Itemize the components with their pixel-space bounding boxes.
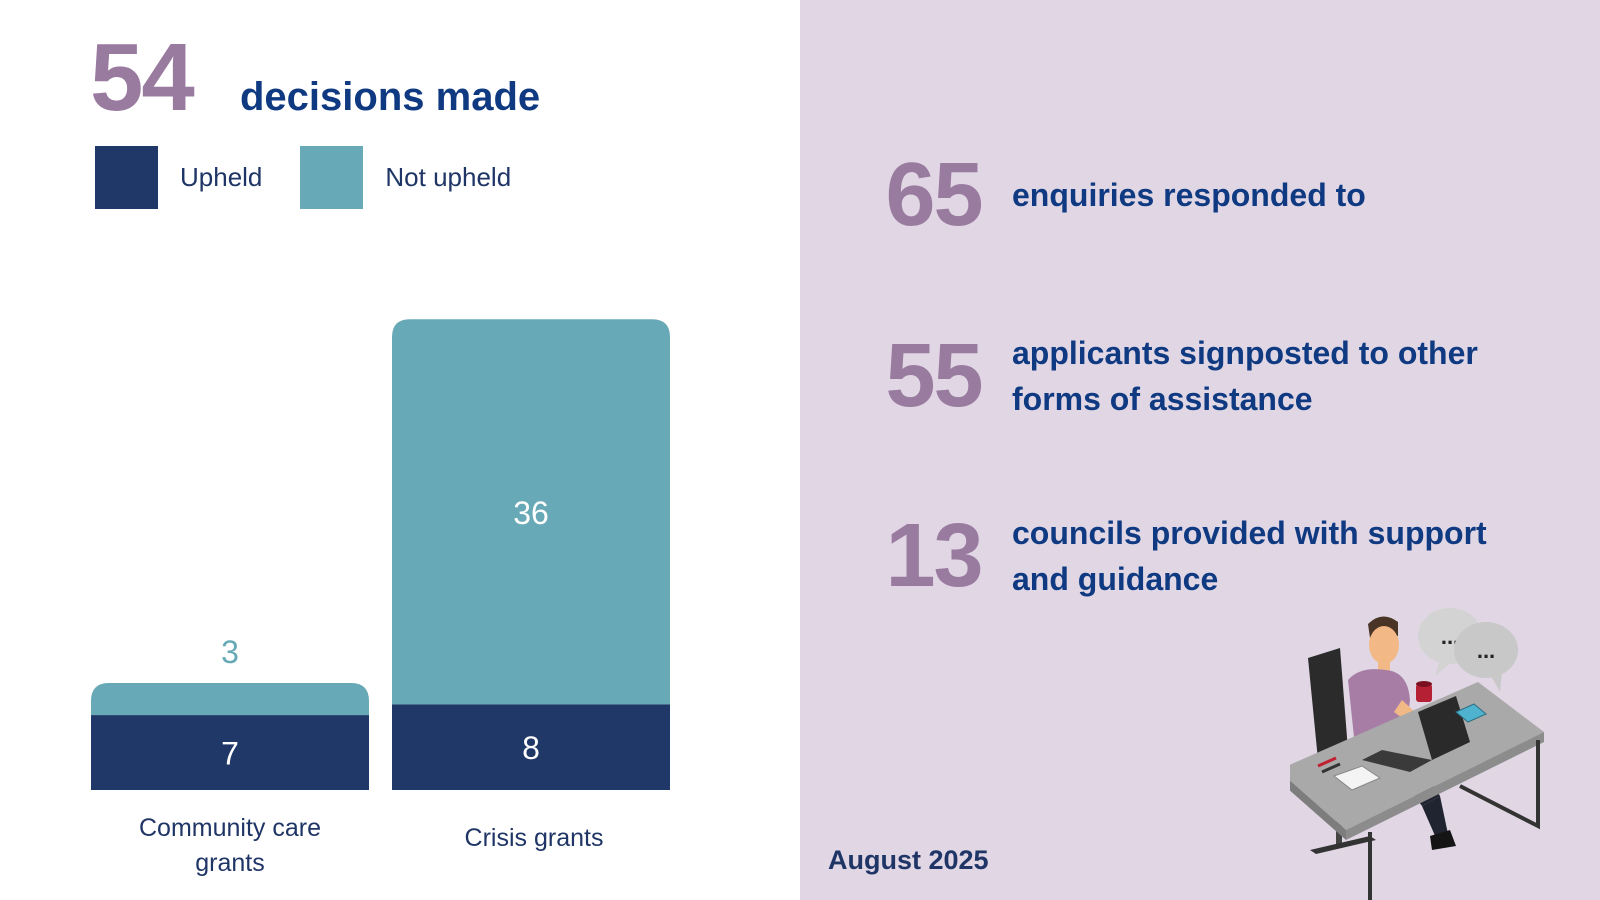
stat-text-enquiries: enquiries responded to (1012, 177, 1366, 213)
coffee-mug-icon (1416, 681, 1432, 702)
phone-icon (1455, 703, 1487, 723)
speech-bubble-text-2: ... (1477, 638, 1495, 663)
headline: 54 decisions made (90, 30, 540, 126)
category-label: grants (195, 849, 264, 877)
category-label: Crisis grants (465, 824, 604, 852)
bar-segment-not-upheld (392, 319, 670, 705)
bar-segment-upheld (392, 704, 670, 790)
legend-label-upheld: Upheld (180, 162, 263, 192)
desk-icon (1290, 682, 1544, 900)
stat-signposted: 55 applicants signposted to other forms … (855, 330, 1552, 422)
speech-bubble-text-1: ... (1441, 624, 1459, 649)
chart-legend: Upheld Not upheld (95, 146, 549, 209)
category-label: Community care (139, 814, 321, 842)
pen-icon (1317, 756, 1341, 774)
stat-number-councils: 13 (885, 506, 983, 606)
legend-swatch-upheld (95, 146, 158, 209)
stat-number-enquiries: 65 (885, 145, 983, 245)
bar-segment-not-upheld (91, 683, 369, 716)
headline-number: 54 (90, 24, 195, 131)
stat-number-signposted: 55 (885, 326, 983, 426)
headline-text: decisions made (240, 75, 541, 119)
legend-swatch-not-upheld (300, 146, 364, 209)
data-label-not-upheld: 36 (513, 495, 549, 531)
data-label-upheld: 7 (221, 736, 239, 772)
report-date: August 2025 (828, 845, 989, 875)
person-at-desk-illustration: ... ... (1290, 608, 1544, 900)
notepad-icon (1332, 765, 1382, 791)
bar-segment-upheld (91, 715, 369, 790)
legend-label-not-upheld: Not upheld (385, 162, 512, 192)
stat-enquiries: 65 enquiries responded to (855, 150, 1552, 240)
stat-text-signposted: applicants signposted to other forms of … (1012, 335, 1478, 417)
speech-bubble-icon-2: ... (1454, 622, 1518, 692)
stacked-bar-chart: 7 3 Community care grants 8 36 Crisis grants (91, 319, 670, 877)
data-label-not-upheld: 3 (221, 634, 239, 670)
stat-councils: 13 councils provided with support and gu… (855, 510, 1552, 602)
stat-text-councils: councils provided with support and guida… (1012, 515, 1487, 597)
data-label-upheld: 8 (522, 730, 540, 766)
